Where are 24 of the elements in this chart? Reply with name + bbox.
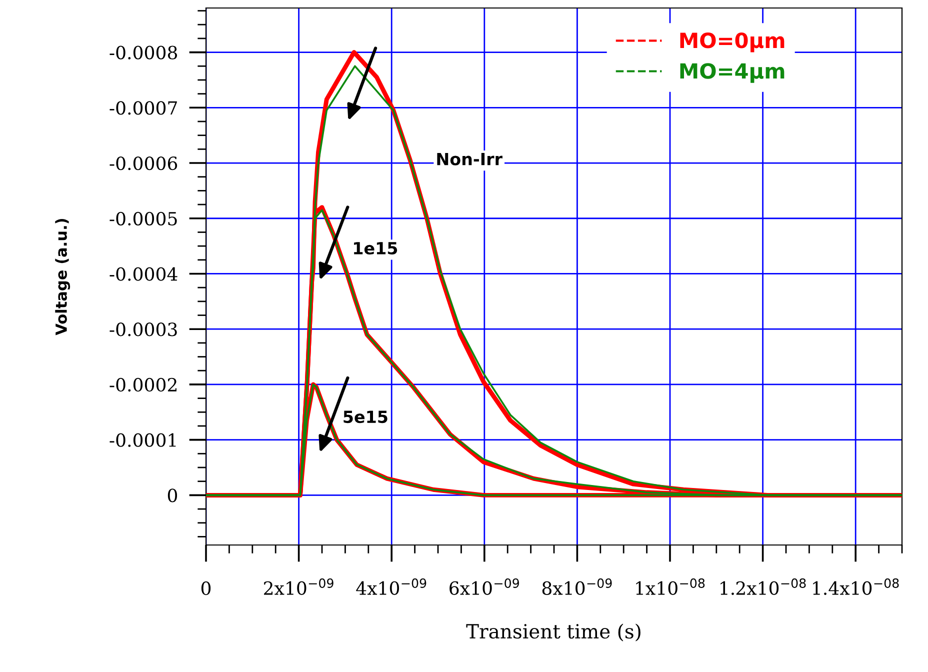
y-tick-label: -0.0004 (110, 267, 178, 281)
x-tick-label: 6x10$^{−09}$ (450, 578, 519, 595)
legend-label: MO=0µm (680, 32, 784, 52)
y-tick-label: -0.0008 (110, 46, 178, 60)
y-tick-label: -0.0007 (110, 101, 177, 115)
x-axis-title: Transient time (s) (466, 624, 640, 642)
x-tick-label: 1.2x10$^{−08}$ (720, 578, 806, 595)
x-tick-label: 0 (201, 581, 211, 596)
x-tick-label: 1.4x10$^{−08}$ (813, 578, 899, 595)
annotation: 5e15 (344, 410, 388, 424)
x-tick-label: 1x10$^{−08}$ (636, 578, 705, 595)
y-tick-label: -0.0005 (110, 212, 177, 226)
x-tick-label: 8x10$^{−09}$ (542, 578, 612, 595)
y-tick-label: -0.0003 (110, 322, 177, 336)
y-tick-label: -0.0001 (110, 433, 176, 447)
x-tick-label: 2x10$^{−09}$ (264, 578, 334, 595)
annotation: Non-Irr (437, 152, 502, 166)
legend-label: MO=4µm (680, 63, 784, 83)
y-tick-label: 0 (168, 488, 178, 502)
y-tick-label: -0.0006 (110, 156, 178, 170)
annotation: 1e15 (354, 242, 398, 254)
y-axis-title: Voltage (a.u.) (55, 218, 70, 336)
x-tick-label: 4x10$^{−09}$ (356, 578, 426, 595)
y-tick-label: -0.0002 (110, 378, 176, 392)
